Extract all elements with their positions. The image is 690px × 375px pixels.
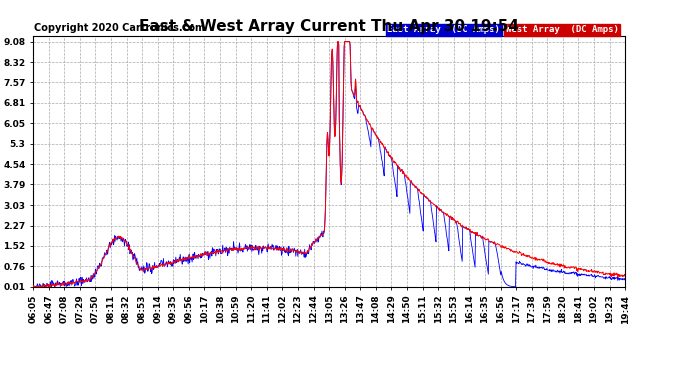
Text: Copyright 2020 Cartronics.com: Copyright 2020 Cartronics.com (34, 23, 205, 33)
Text: West Array  (DC Amps): West Array (DC Amps) (506, 26, 618, 34)
Title: East & West Array Current Thu Apr 30 19:54: East & West Array Current Thu Apr 30 19:… (139, 20, 519, 34)
Text: East Array  (DC Amps): East Array (DC Amps) (387, 26, 500, 34)
